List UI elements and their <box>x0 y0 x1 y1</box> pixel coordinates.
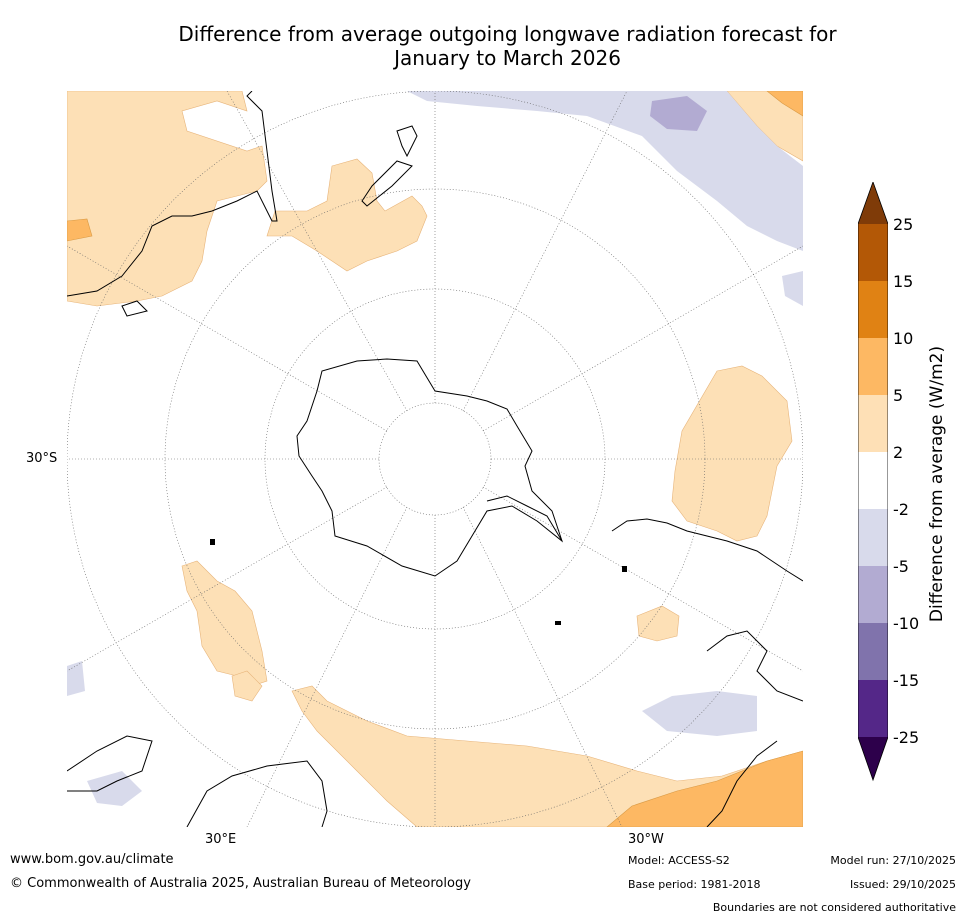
footer-website: www.bom.gov.au/climate <box>10 852 174 867</box>
coastline-new-zealand-north <box>396 125 418 158</box>
anomaly-area-africa-strong <box>606 750 803 827</box>
anomaly-area-australia-strong <box>67 218 93 242</box>
colorbar-tick-m10: -10 <box>893 614 920 633</box>
coastline-new-zealand-south <box>361 160 413 207</box>
island-sandwich <box>555 621 561 625</box>
colorbar <box>858 182 888 782</box>
island-south-georgia <box>622 566 627 572</box>
colorbar-tick-m15: -15 <box>893 671 920 690</box>
anomaly-area-south-pacific <box>407 91 803 251</box>
footer-model-run: Model run: 27/10/2025 <box>830 854 956 867</box>
lat-label-30s: 30°S <box>26 451 58 466</box>
anomaly-area-indian-ocean <box>181 560 268 687</box>
islands <box>210 539 627 625</box>
anomaly-area-australia <box>67 91 268 307</box>
colorbar-tick-m25: -25 <box>893 728 920 747</box>
colorbar-bin-2-5 <box>858 395 888 452</box>
colorbar-extend-top <box>858 182 888 224</box>
colorbar-tick-25: 25 <box>893 215 914 234</box>
island-kerguelen <box>210 539 215 545</box>
colorbar-tick-5: 5 <box>893 386 904 405</box>
coastline-south-america-east <box>706 630 803 702</box>
colorbar-bin-15-25 <box>858 224 888 281</box>
anomaly-area-south-pacific-dark <box>650 96 707 131</box>
colorbar-tick-m5: -5 <box>893 557 909 576</box>
colorbar-bin-m2-m5 <box>858 509 888 566</box>
lon-label-30w: 30°W <box>628 832 664 847</box>
footer-disclaimer: Boundaries are not considered authoritat… <box>712 901 956 914</box>
colorbar-bin-10-15 <box>858 281 888 338</box>
anomaly-area-east-neg <box>782 271 803 306</box>
anomaly-area-new-zealand <box>266 158 428 272</box>
polar-map <box>67 91 803 827</box>
colorbar-bin-5-10 <box>858 338 888 395</box>
meridian-30 <box>226 91 408 412</box>
colorbar-tick-15: 15 <box>893 272 914 291</box>
anomaly-area-south-east-africa-neg <box>87 771 142 806</box>
coastline-south-africa <box>186 760 328 827</box>
anomaly-area-south-atlantic <box>642 691 757 736</box>
colorbar-tick-m2: -2 <box>893 500 909 519</box>
coastline-africa <box>706 740 778 827</box>
footer-base-period: Base period: 1981-2018 <box>628 878 761 891</box>
title-line-1: Difference from average outgoing longwav… <box>178 22 837 46</box>
coastline-australia <box>67 91 278 297</box>
colorbar-bin-m15-m25 <box>858 680 888 737</box>
colorbar-extend-bottom <box>858 737 888 780</box>
anomaly-area-falklands <box>636 605 680 642</box>
title-line-2: January to March 2026 <box>394 46 621 70</box>
footer-issued: Issued: 29/10/2025 <box>849 878 956 891</box>
coastline-tasmania <box>121 300 148 317</box>
strong-positive-anomaly-areas <box>67 91 803 827</box>
colorbar-bin-neutral <box>858 452 888 509</box>
latitude-circle-75 <box>378 402 492 516</box>
map-svg <box>67 91 803 827</box>
map-title: Difference from average outgoing longwav… <box>70 22 945 70</box>
colorbar-title: Difference from average (W/m2) <box>927 345 947 623</box>
negative-anomaly-areas <box>67 91 803 806</box>
meridian-210 <box>462 506 623 827</box>
graticule <box>67 91 803 827</box>
anomaly-area-indian-ocean-small <box>231 670 263 702</box>
colorbar-bin-m10-m15 <box>858 623 888 680</box>
coastline-antarctica <box>296 358 564 577</box>
positive-anomaly-areas <box>67 91 803 827</box>
colorbar-tick-10: 10 <box>893 329 914 348</box>
anomaly-area-indian-ocean-neg <box>67 661 85 696</box>
coastline-south-america <box>611 518 803 582</box>
coastlines <box>67 91 803 827</box>
coastline-antarctic-peninsula <box>486 495 563 542</box>
coastline-madagascar <box>67 735 153 792</box>
colorbar-tick-2: 2 <box>893 443 904 462</box>
colorbar-bin-m5-m10 <box>858 566 888 623</box>
lon-label-30e: 30°E <box>205 832 237 847</box>
anomaly-area-north-east <box>726 91 803 162</box>
anomaly-area-south-america <box>671 365 793 542</box>
footer-copyright: © Commonwealth of Australia 2025, Austra… <box>10 876 471 891</box>
anomaly-area-north-east-strong <box>766 91 803 117</box>
meridian-330 <box>462 91 628 412</box>
footer-model: Model: ACCESS-S2 <box>628 854 730 867</box>
